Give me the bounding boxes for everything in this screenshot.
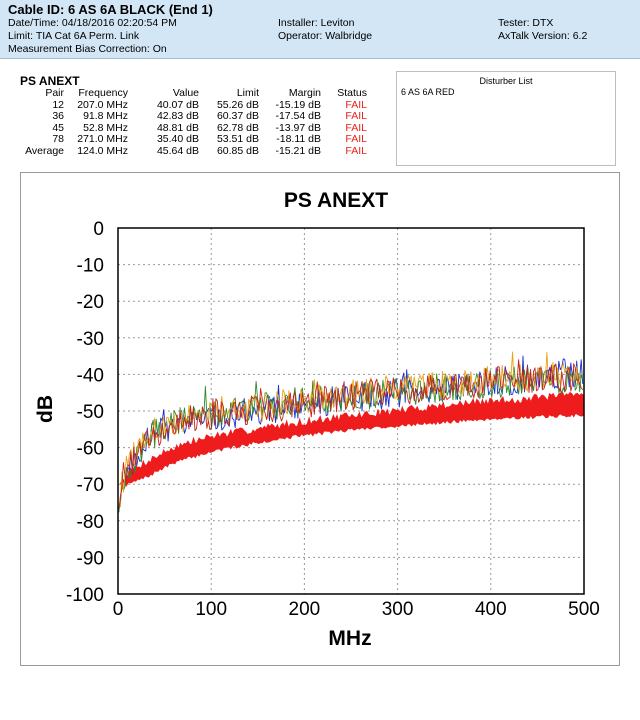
limit-band-area [120,391,584,487]
x-tick-label: 300 [382,599,414,620]
table-row: 36 91.8 MHz 42.83 dB 60.37 dB -17.54 dB … [18,110,367,123]
margin-cell: -13.97 dB [275,121,321,134]
y-tick-label: -60 [77,439,104,460]
x-tick-label: 100 [195,599,227,620]
summary-title: PS ANEXT [20,74,80,88]
cable-id: Cable ID: 6 AS 6A BLACK (End 1) [8,2,213,17]
y-tick-label: -30 [77,329,104,350]
x-tick-label: 500 [568,599,600,620]
value-cell: 40.07 dB [156,98,199,111]
pair-cell: 12 [52,98,64,111]
axis-ticks: 0 -10 -20 -30 -40 -50 -60 -70 -80 -90 -100 0 100 200 3… [66,219,600,620]
bias-correction: Measurement Bias Correction: On [8,43,167,55]
table-row-average: Average 124.0 MHz 45.64 dB 60.85 dB -15.… [18,144,367,158]
installer: Installer: Leviton [278,17,355,29]
y-tick-label: -80 [77,512,104,533]
value-cell: 48.81 dB [156,121,199,134]
status-cell: FAIL [345,121,367,134]
y-tick-label: -10 [77,256,104,277]
column-header: Frequency [78,87,128,99]
value-cell: 45.64 dB [156,144,199,157]
y-tick-label: -70 [77,475,104,496]
status-cell: FAIL [345,144,367,157]
margin-cell: -18.11 dB [276,133,321,145]
frequency-cell: 271.0 MHz [77,133,128,145]
disturber-item: 6 AS 6A RED [401,87,455,97]
frequency-cell: 91.8 MHz [83,110,128,122]
y-tick-label: -20 [77,292,104,313]
frequency-cell: 124.0 MHz [77,144,128,157]
table-header-row: Pair Frequency Value Limit Margin Status [18,87,367,100]
disturber-list-title: Disturber List [479,76,533,86]
datetime: Date/Time: 04/18/2016 02:20:54 PM [8,17,177,29]
table-row: 12 207.0 MHz 40.07 dB 55.26 dB -15.19 dB… [18,98,367,112]
status-cell: FAIL [345,133,367,145]
y-tick-label: -90 [77,548,104,569]
margin-cell: -15.21 dB [275,144,321,157]
frequency-cell: 52.8 MHz [83,121,128,134]
status-cell: FAIL [345,110,367,122]
column-header: Pair [45,87,64,99]
limit-cell: 60.37 dB [216,110,259,122]
x-tick-label: 200 [289,599,321,620]
y-tick-label: -100 [66,585,104,606]
disturber-list: Disturber List 6 AS 6A RED [396,71,616,166]
report-header: Cable ID: 6 AS 6A BLACK (End 1) Date/Tim… [0,0,640,59]
limit-name: Limit: TIA Cat 6A Perm. Link [8,30,140,42]
series-line-4 [118,359,584,508]
x-tick-label: 0 [113,599,124,620]
y-tick-label: 0 [93,219,104,240]
pair-cell: Average [25,144,64,157]
pair-cell: 45 [52,121,64,134]
tester: Tester: DTX [498,17,554,29]
limit-cell: 62.78 dB [216,121,259,134]
software-version: AxTalk Version: 6.2 [498,30,588,42]
value-cell: 35.40 dB [156,133,199,145]
results-table: Pair Frequency Value Limit Margin Status… [18,87,367,158]
column-header: Value [172,87,199,99]
limit-cell: 60.85 dB [216,144,259,157]
table-row: 45 52.8 MHz 48.81 dB 62.78 dB -13.97 dB … [18,121,367,135]
y-axis-label: dB [34,395,57,423]
chart-title: PS ANEXT [284,189,388,212]
table-row: 78 271.0 MHz 35.40 dB 53.51 dB -18.11 dB… [18,133,367,146]
operator: Operator: Walbridge [278,30,373,42]
limit-cell: 53.51 dB [216,133,259,145]
margin-cell: -17.54 dB [275,110,321,122]
value-cell: 42.83 dB [156,110,199,122]
series-line-2 [118,364,584,513]
column-header: Margin [288,87,321,99]
x-tick-label: 400 [475,599,507,620]
limit-band [120,391,584,487]
x-axis-label: MHz [328,627,371,650]
y-tick-label: -50 [77,402,104,423]
column-header: Status [337,87,367,99]
limit-cell: 55.26 dB [216,98,259,111]
plot-border [117,227,585,595]
status-cell: FAIL [345,98,367,111]
y-tick-label: -40 [77,365,104,386]
column-header: Limit [236,87,259,99]
margin-cell: -15.19 dB [275,98,321,111]
series-group [118,351,584,513]
pair-cell: 36 [52,110,64,122]
grid [118,228,584,594]
pair-cell: 78 [52,133,64,145]
frequency-cell: 207.0 MHz [77,98,128,111]
